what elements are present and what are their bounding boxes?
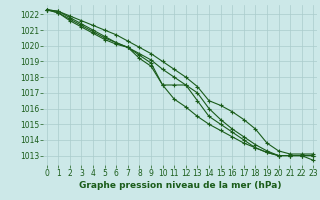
X-axis label: Graphe pression niveau de la mer (hPa): Graphe pression niveau de la mer (hPa) [79,181,281,190]
